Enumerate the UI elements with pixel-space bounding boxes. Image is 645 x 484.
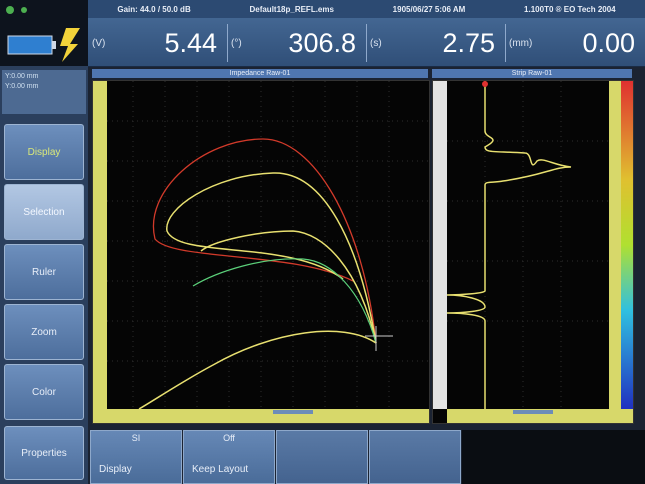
right-ruler: [609, 81, 621, 409]
menu-selection-button[interactable]: Selection: [4, 184, 84, 240]
function-key-3[interactable]: [276, 430, 368, 484]
strip-plot-canvas: [433, 81, 633, 423]
device-icon-area: [0, 0, 88, 66]
file-name: Default18p_REFL.ems: [249, 4, 334, 14]
trace-yellow-2: [200, 230, 377, 344]
menu-color-button[interactable]: Color: [4, 364, 84, 420]
left-ruler: [93, 81, 107, 423]
readout-position: (mm) 0.00: [505, 20, 645, 66]
readout-value: 2.75: [442, 28, 495, 58]
strip-trace: [446, 81, 572, 409]
readout-value: 0.00: [582, 28, 635, 58]
function-key-label: Display: [99, 464, 132, 475]
status-line: Y:0.00 mm: [5, 73, 39, 80]
function-key-4[interactable]: [369, 430, 461, 484]
trace-green: [192, 258, 377, 344]
readout-unit: (mm): [509, 38, 533, 49]
readout-angle: (°) 306.8: [227, 20, 366, 66]
function-bar-blank: [462, 430, 645, 484]
menu-ruler-button[interactable]: Ruler: [4, 244, 84, 300]
strip-marker-icon: [482, 81, 488, 87]
impedance-plot-title: Impedance Raw-01: [92, 69, 428, 78]
readout-value: 5.44: [164, 28, 217, 58]
readout-voltage: (V) 5.44: [88, 20, 227, 66]
trace-red: [152, 138, 377, 344]
function-key-label: Keep Layout: [192, 464, 249, 475]
strip-plot[interactable]: [432, 80, 634, 424]
readout-value: 306.8: [288, 28, 356, 58]
device-info: 1.100T0 ® EO Tech 2004: [524, 4, 616, 14]
function-key-display[interactable]: SI Display: [90, 430, 182, 484]
impedance-plot-canvas: [93, 81, 429, 423]
function-key-keep-layout[interactable]: Off Keep Layout: [183, 430, 275, 484]
strip-bottom-ruler: [447, 409, 633, 423]
status-line: Y:0.00 mm: [5, 83, 39, 90]
menu-properties-button[interactable]: Properties: [4, 426, 84, 480]
bottom-ruler: [107, 409, 429, 423]
readout-unit: (V): [92, 38, 106, 49]
readout-unit: (s): [370, 38, 382, 49]
trace-yellow-3: [138, 330, 377, 410]
cursor-status-box: Y:0.00 mm Y:0.00 mm: [2, 70, 86, 114]
readout-unit: (°): [231, 38, 242, 49]
menu-display-button[interactable]: Display: [4, 124, 84, 180]
trace-yellow-1: [166, 172, 377, 344]
color-scale-bar: [621, 81, 633, 409]
strip-left-ruler: [433, 81, 447, 409]
battery-icon: [6, 6, 80, 62]
readout-time: (s) 2.75: [366, 20, 505, 66]
strip-plot-title: Strip Raw-01: [432, 69, 632, 78]
function-key-value: Off: [223, 433, 235, 443]
gain-label[interactable]: Gain: 44.0 / 50.0 dB: [117, 4, 191, 14]
datetime: 1905/06/27 5:06 AM: [392, 4, 466, 14]
function-key-value: SI: [131, 433, 141, 443]
strip-grid: [447, 81, 609, 409]
grid: [107, 81, 429, 409]
top-readout-bar: Gain: 44.0 / 50.0 dB Default18p_REFL.ems…: [88, 0, 645, 67]
impedance-plot[interactable]: [92, 80, 430, 424]
horizontal-scroll-thumb[interactable]: [273, 410, 313, 414]
strip-scroll-thumb[interactable]: [513, 410, 553, 414]
status-strip: Gain: 44.0 / 50.0 dB Default18p_REFL.ems…: [88, 0, 645, 18]
menu-zoom-button[interactable]: Zoom: [4, 304, 84, 360]
